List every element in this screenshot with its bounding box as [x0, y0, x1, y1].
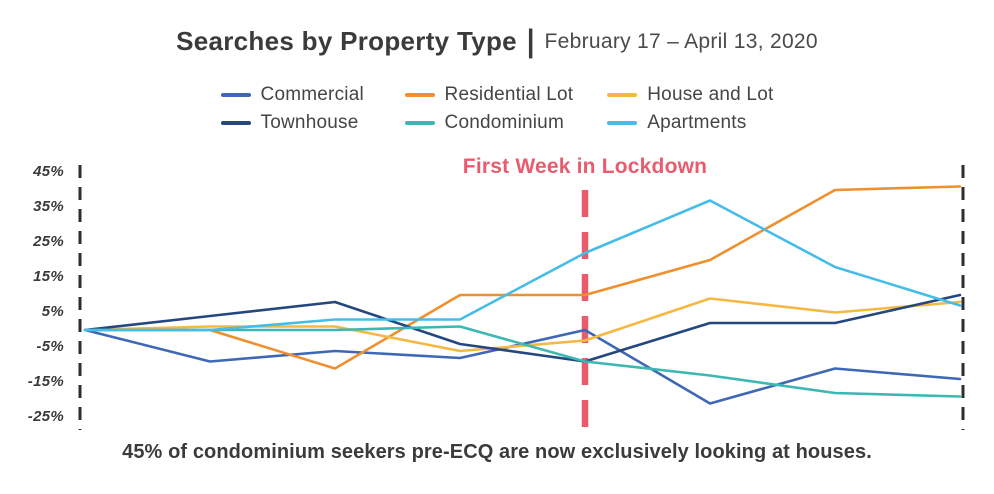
legend: Commercial Residential Lot House and Lot… — [0, 84, 994, 134]
series-line-townhouse — [83, 293, 962, 363]
y-axis-tick-label: 15% — [33, 267, 64, 285]
series-line-condominium — [83, 325, 962, 398]
legend-swatch-condominium — [404, 121, 435, 125]
legend-swatch-residential-lot — [404, 93, 435, 97]
chart-title: Searches by Property Type | February 17 … — [0, 23, 994, 59]
y-axis-tick-label: 35% — [33, 197, 64, 215]
legend-swatch-commercial — [220, 93, 251, 97]
title-text: Searches by Property Type — [176, 26, 517, 56]
y-axis-tick-label: 25% — [33, 232, 64, 250]
legend-swatch-townhouse — [220, 121, 251, 125]
legend-label-commercial: Commercial — [260, 84, 364, 105]
series-line-house-and-lot — [83, 297, 962, 353]
series-line-apartments — [83, 199, 962, 332]
legend-label-house-and-lot: House and Lot — [647, 84, 774, 105]
title-separator: | — [526, 23, 535, 59]
series-line-residential-lot — [83, 185, 962, 370]
legend-item-house-and-lot: House and Lot — [607, 84, 773, 106]
legend-item-residential-lot: Residential Lot — [404, 84, 574, 106]
y-axis-tick-label: 45% — [33, 162, 64, 180]
legend-label-apartments: Apartments — [647, 112, 747, 133]
y-axis-tick-label: -25% — [27, 407, 64, 425]
legend-label-condominium: Condominium — [444, 112, 564, 133]
legend-label-residential-lot: Residential Lot — [444, 84, 574, 105]
caption-text: 45% of condominium seekers pre-ECQ are n… — [122, 441, 872, 463]
title-date-range: February 17 – April 13, 2020 — [544, 29, 818, 53]
legend-item-townhouse: Townhouse — [220, 112, 371, 134]
y-axis-tick-label: -5% — [36, 337, 64, 355]
legend-item-commercial: Commercial — [220, 84, 371, 106]
lockdown-annotation-label: First Week in Lockdown — [462, 155, 708, 178]
y-axis-tick-label: -15% — [27, 372, 64, 390]
y-axis-tick-label: 5% — [41, 302, 64, 320]
legend-swatch-house-and-lot — [607, 93, 638, 97]
legend-swatch-apartments — [607, 121, 638, 125]
legend-item-condominium: Condominium — [404, 112, 574, 134]
legend-item-apartments: Apartments — [607, 112, 773, 134]
legend-label-townhouse: Townhouse — [260, 112, 359, 133]
